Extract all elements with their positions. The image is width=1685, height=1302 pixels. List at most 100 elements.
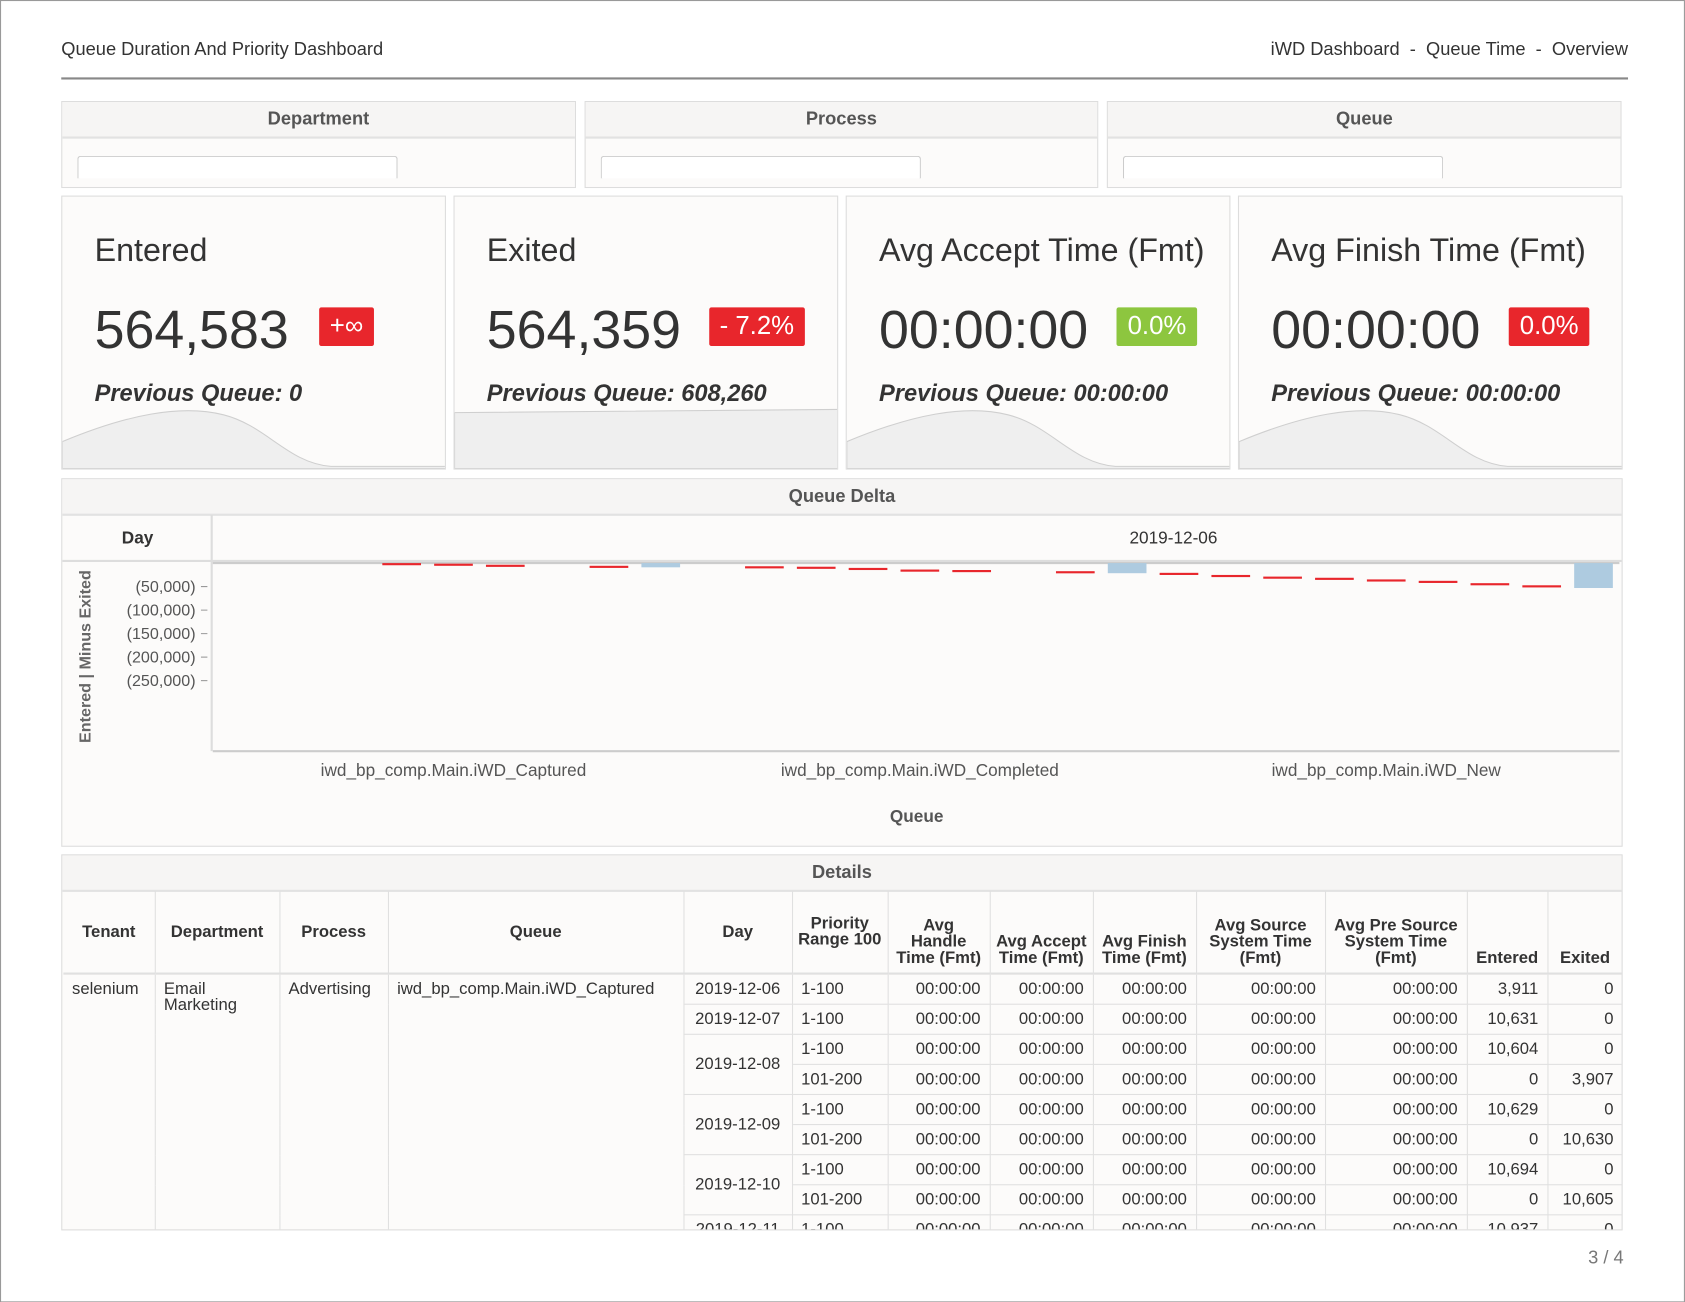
cell-value: 00:00:00 bbox=[989, 1154, 1094, 1186]
cell-value: 00:00:00 bbox=[1196, 1184, 1326, 1216]
kpi-title: Exited bbox=[486, 233, 577, 269]
cell-value: 00:00:00 bbox=[887, 1184, 991, 1216]
cell-value: 00:00:00 bbox=[1324, 1214, 1468, 1230]
cell-value: 00:00:00 bbox=[989, 1064, 1094, 1096]
cell-day: 2019-12-10 bbox=[683, 1154, 793, 1216]
sparkline-area bbox=[846, 410, 1230, 469]
cell-value: 00:00:00 bbox=[1324, 1184, 1468, 1216]
cell-value: 1-100 bbox=[791, 1034, 889, 1065]
table-head: Tenant Department Process Queue Day Priority … bbox=[63, 890, 1622, 975]
column-header: Avg Finish Time (Fmt) bbox=[1092, 890, 1197, 975]
cell-value: 3,911 bbox=[1466, 973, 1548, 1005]
header-row: Tenant Department Process Queue Day Priority … bbox=[63, 890, 1622, 975]
column-header: 2019-12-06 bbox=[1130, 528, 1218, 548]
delta-dash bbox=[1366, 579, 1406, 582]
kpi-title: Avg Finish Time (Fmt) bbox=[1271, 233, 1586, 269]
sparkline-area bbox=[454, 408, 838, 469]
cell-value: 00:00:00 bbox=[1092, 1124, 1197, 1156]
table-row: 2019-12-10 1-100 00:00:00 00:00:00 00:00:00 0… bbox=[63, 1154, 1622, 1216]
cell-value: 10,937 bbox=[1466, 1214, 1548, 1230]
cell-day: 2019-12-06 bbox=[683, 973, 793, 1005]
cell-day: 2019-12-11 bbox=[683, 1214, 793, 1230]
cell-value: 00:00:00 bbox=[887, 1004, 991, 1035]
column-header: Department bbox=[154, 890, 280, 975]
y-tick-label: (50,000) bbox=[136, 578, 196, 596]
cell-day: 2019-12-09 bbox=[683, 1094, 793, 1156]
delta-dash bbox=[1470, 583, 1510, 586]
cell-value: 00:00:00 bbox=[1196, 1154, 1326, 1186]
table-row: 2019-12-07 1-100 00:00:00 00:00:00 00:00:00 0… bbox=[63, 1004, 1622, 1035]
cell-value: 00:00:00 bbox=[887, 1154, 991, 1186]
cell-value: 00:00:00 bbox=[989, 973, 1094, 1005]
filter-panel: Process bbox=[584, 101, 1099, 189]
delta-bar bbox=[641, 563, 681, 568]
group-label: iwd_bp_comp.Main.iWD_New bbox=[1272, 760, 1502, 780]
delta-dash bbox=[1418, 580, 1458, 583]
column-header: Avg Pre Source System Time (Fmt) bbox=[1324, 890, 1468, 975]
column-header: Avg Handle Time (Fmt) bbox=[887, 890, 991, 975]
cell-value: 10,604 bbox=[1466, 1034, 1548, 1065]
delta-bar bbox=[1107, 563, 1147, 574]
delta-dash bbox=[1159, 572, 1199, 575]
x-axis-title: Queue bbox=[890, 806, 943, 826]
cell-value: 1-100 bbox=[791, 1094, 889, 1126]
delta-dash bbox=[745, 566, 784, 569]
cell-tenant: selenium bbox=[63, 973, 156, 1230]
table-wrap: Tenant Department Process Queue Day Priority … bbox=[63, 890, 1622, 1230]
cell-value: 0 bbox=[1466, 1124, 1548, 1156]
kpi-card: Exited 564,359 - 7.2% Previous Queue: 608,2… bbox=[453, 195, 839, 470]
y-tick-label: (100,000) bbox=[127, 601, 196, 619]
cell-value: 00:00:00 bbox=[1092, 1064, 1197, 1096]
cell-value: 00:00:00 bbox=[989, 1004, 1094, 1035]
chart-panel: Queue Delta Day 2019-12-06 (50,000) (100,00… bbox=[61, 478, 1623, 847]
cell-value: 00:00:00 bbox=[887, 1094, 991, 1126]
chart-title: Queue Delta bbox=[62, 479, 1622, 516]
cell-value: 0 bbox=[1466, 1064, 1548, 1096]
details-title: Details bbox=[62, 855, 1622, 892]
cell-value: 00:00:00 bbox=[1092, 973, 1197, 1005]
column-header: Entered bbox=[1466, 890, 1548, 975]
delta-dash bbox=[485, 564, 525, 567]
kpi-value: 00:00:00 bbox=[1271, 299, 1481, 360]
kpi-value: 00:00:00 bbox=[879, 299, 1089, 360]
kpi-value: 564,359 bbox=[486, 299, 682, 360]
cell-value: 0 bbox=[1547, 1004, 1622, 1035]
cell-value: 0 bbox=[1547, 1034, 1622, 1065]
details-table: Tenant Department Process Queue Day Priority … bbox=[63, 890, 1622, 1230]
delta-dash bbox=[589, 565, 629, 568]
cell-value: 00:00:00 bbox=[1324, 1004, 1468, 1035]
cell-value: 00:00:00 bbox=[989, 1214, 1094, 1230]
cell-value: 10,694 bbox=[1466, 1154, 1548, 1186]
cell-value: 00:00:00 bbox=[1092, 1154, 1197, 1186]
cell-value: 00:00:00 bbox=[1324, 1094, 1468, 1126]
cell-value: 00:00:00 bbox=[1092, 1034, 1197, 1065]
cell-value: 1-100 bbox=[791, 1214, 889, 1230]
cell-value: 00:00:00 bbox=[1092, 1214, 1197, 1230]
column-header: Priority Range 100 bbox=[791, 890, 889, 975]
kpi-change: 0.0% bbox=[1509, 307, 1590, 347]
filter-input bbox=[1123, 155, 1444, 179]
cell-value: 00:00:00 bbox=[1324, 1124, 1468, 1156]
cell-value: 0 bbox=[1547, 1154, 1622, 1186]
delta-dash bbox=[1211, 574, 1251, 578]
delta-dash bbox=[434, 563, 473, 566]
delta-dash bbox=[952, 570, 992, 573]
cell-value: 00:00:00 bbox=[1196, 1004, 1326, 1035]
cell-value: 00:00:00 bbox=[1196, 1064, 1326, 1096]
cell-value: 00:00:00 bbox=[1324, 1034, 1468, 1065]
cell-value: 00:00:00 bbox=[1092, 1094, 1197, 1126]
delta-dash bbox=[1055, 571, 1095, 574]
cell-value: 00:00:00 bbox=[1196, 973, 1326, 1005]
cell-value: 00:00:00 bbox=[989, 1094, 1094, 1126]
cell-value: 00:00:00 bbox=[1324, 1064, 1468, 1096]
cell-value: 00:00:00 bbox=[887, 1064, 991, 1096]
cell-value: 00:00:00 bbox=[1196, 1124, 1326, 1156]
cell-value: 1-100 bbox=[791, 1004, 889, 1035]
table-row: 2019-12-11 1-100 00:00:00 00:00:00 00:00:00 0… bbox=[63, 1214, 1622, 1230]
filter-label: Department bbox=[62, 102, 575, 139]
delta-dash bbox=[900, 569, 940, 572]
cell-value: 00:00:00 bbox=[1324, 973, 1468, 1005]
cell-value: 10,631 bbox=[1466, 1004, 1548, 1035]
chart: Day 2019-12-06 (50,000) (100,000) (150,000) (… bbox=[62, 514, 1622, 826]
